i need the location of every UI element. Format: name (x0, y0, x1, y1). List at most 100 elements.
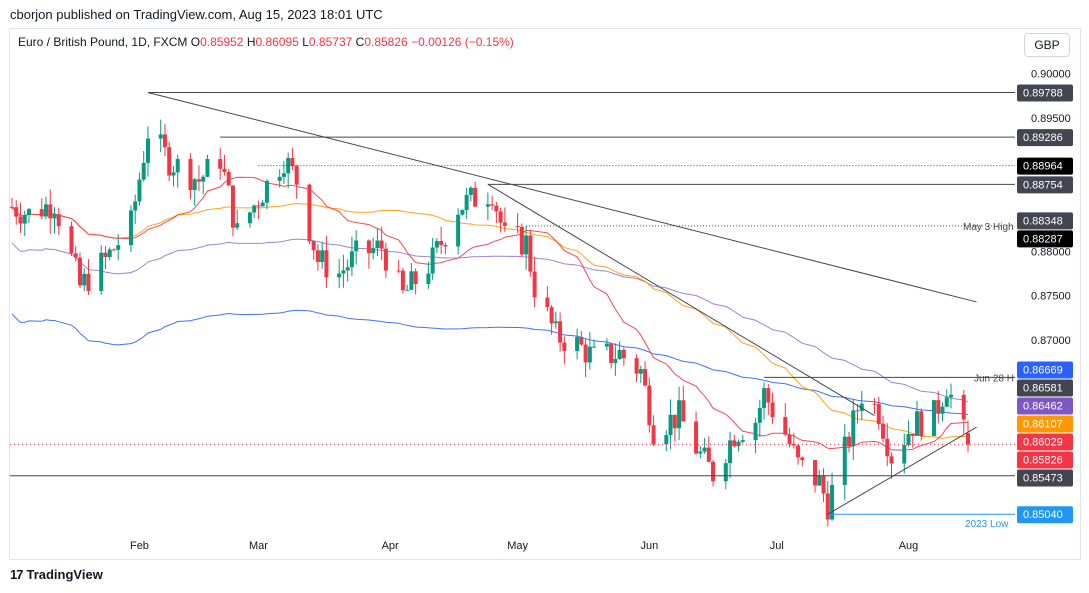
candle-body (532, 271, 537, 298)
price-badge-label: 0.89788 (1023, 87, 1063, 99)
close-value: 0.85826 (364, 35, 408, 49)
candle-body (281, 173, 286, 177)
price-badge-label: 0.86462 (1023, 401, 1063, 413)
candle-body (460, 209, 465, 215)
candle-body (235, 223, 240, 228)
price-badge (1017, 451, 1073, 469)
candle-body (613, 358, 618, 363)
candle-body (277, 176, 282, 181)
candle-body (528, 235, 533, 272)
candle-body (549, 307, 554, 324)
candle-body (10, 206, 14, 208)
candle-body (205, 159, 210, 177)
x-tick-label: Mar (249, 540, 268, 552)
candle-body (753, 422, 758, 441)
candle-body (345, 267, 350, 271)
candle-body (881, 423, 886, 439)
candle-body (430, 247, 435, 274)
candle-body (587, 346, 592, 363)
candle-body (851, 410, 856, 447)
price-badge-label: 0.86029 (1023, 437, 1063, 449)
currency-button[interactable]: GBP (1024, 33, 1070, 57)
y-tick-label: 0.90000 (1031, 69, 1071, 81)
candle-body (876, 403, 881, 424)
price-badge (1017, 415, 1073, 433)
candle-body (379, 240, 384, 249)
candle-body (473, 187, 478, 207)
candle-body (604, 343, 609, 347)
candle-body (456, 214, 461, 247)
candle-body (434, 241, 439, 248)
candle-body (575, 337, 580, 351)
candle-body (910, 433, 915, 436)
candle-body (583, 344, 588, 363)
candle-body (647, 385, 652, 426)
price-badge (1017, 84, 1073, 102)
candle-body (366, 240, 371, 254)
candle-body (966, 433, 970, 445)
candle-body (732, 440, 737, 447)
candle-body (524, 235, 529, 255)
price-badge (1017, 176, 1073, 194)
candle-body (787, 434, 792, 444)
candle-body (56, 214, 61, 227)
candle-body (69, 226, 74, 254)
candle-body (218, 159, 223, 169)
change-value: −0.00126 (−0.15%) (411, 35, 514, 49)
price-badge-label: 0.88964 (1023, 161, 1063, 173)
price-badge (1017, 212, 1073, 230)
candle-body (791, 443, 796, 446)
candle-body (766, 388, 771, 403)
candle-body (341, 270, 346, 274)
candle-body (443, 245, 448, 247)
candle-body (133, 201, 138, 211)
candle-body (145, 138, 150, 163)
candle-body (43, 204, 48, 217)
candle-body (171, 172, 176, 176)
candle-body (936, 400, 941, 414)
candle-body (592, 346, 597, 348)
symbol-legend: Euro / British Pound, 1D, FXCM O0.85952 … (18, 35, 514, 49)
candle-body (672, 414, 677, 429)
brand-name: TradingView (26, 567, 103, 582)
candle-body (409, 271, 414, 290)
candle-body (86, 273, 91, 292)
candle-body (842, 436, 847, 485)
ascending-trendline (827, 426, 977, 515)
candle-body (337, 273, 342, 278)
descending-trendline (487, 183, 875, 417)
price-badge-label: 0.89286 (1023, 132, 1063, 144)
candle-body (354, 240, 359, 252)
open-label: O (190, 35, 201, 49)
price-badge-label: 0.86669 (1023, 365, 1063, 377)
candle-body (847, 436, 852, 447)
candle-body (919, 411, 924, 436)
candle-body (158, 134, 163, 139)
price-badge (1017, 157, 1073, 175)
candle-body (413, 271, 418, 284)
price-badge-label: 0.86107 (1023, 419, 1063, 431)
candle-body (137, 179, 142, 202)
candle-body (490, 204, 495, 206)
candle-body (320, 250, 325, 263)
candle-body (694, 421, 699, 454)
candle-body (813, 460, 818, 486)
price-badge-label: 0.88348 (1023, 215, 1063, 227)
symbol-name[interactable]: Euro / British Pound, 1D, FXCM (18, 35, 188, 49)
price-badge (1017, 379, 1073, 397)
candle-body (796, 445, 801, 458)
candle-body (609, 343, 614, 363)
candle-body (99, 252, 104, 292)
candle-body (116, 245, 121, 250)
candle-body (961, 394, 966, 420)
candle-body (405, 289, 410, 291)
candle-body (932, 400, 937, 436)
x-tick-label: Aug (899, 540, 919, 552)
candle-body (770, 402, 775, 418)
candle-body (22, 214, 27, 224)
candle-body (26, 209, 31, 215)
candle-body (18, 216, 23, 224)
price-badge-label: 0.88754 (1023, 179, 1063, 191)
low-value: 0.85737 (308, 35, 353, 49)
